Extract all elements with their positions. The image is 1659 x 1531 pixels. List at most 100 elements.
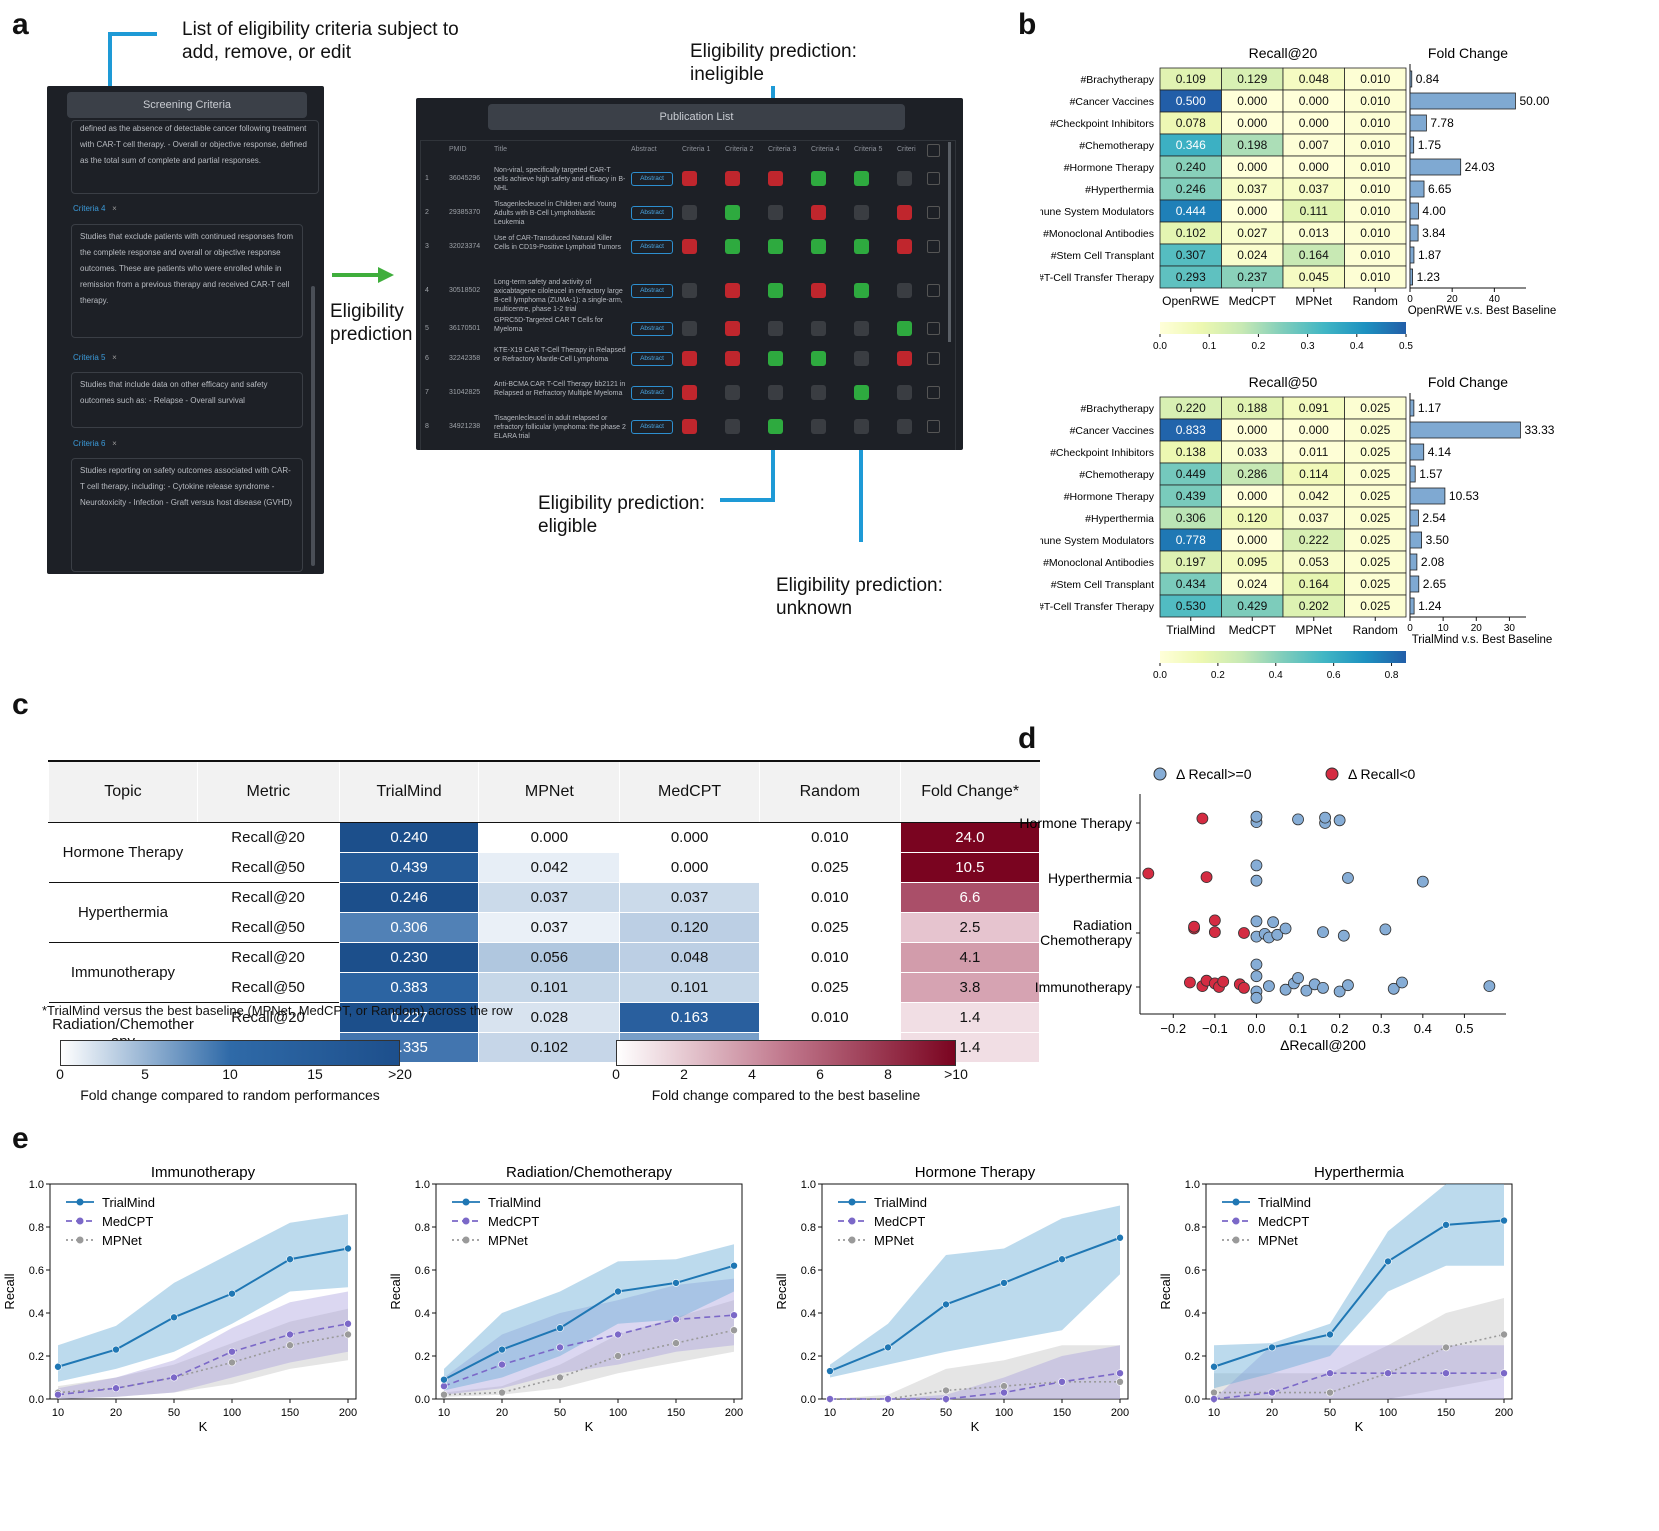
ytick-label: 0.0 <box>29 1394 44 1406</box>
ineligible-status[interactable] <box>682 385 697 400</box>
heatmap-cell-value: 0.095 <box>1237 555 1267 569</box>
publication-scrollbar[interactable] <box>948 142 951 342</box>
ineligible-status[interactable] <box>725 351 740 366</box>
ineligible-status[interactable] <box>725 171 740 186</box>
table-value: 0.246 <box>338 882 480 913</box>
unknown-status[interactable] <box>811 385 826 400</box>
abstract-button[interactable]: Abstract <box>631 352 673 366</box>
eligible-status[interactable] <box>725 239 740 254</box>
heatmap-cell-value: 0.010 <box>1360 94 1390 108</box>
row-checkbox[interactable] <box>927 322 940 335</box>
abstract-button[interactable]: Abstract <box>631 284 673 298</box>
unknown-status[interactable] <box>682 283 697 298</box>
criteria-4-textbox[interactable]: Studies that exclude patients with conti… <box>71 224 303 338</box>
colorbar-tick-label: 0.0 <box>1153 670 1167 681</box>
screening-scrollbar[interactable] <box>311 286 315 566</box>
unknown-status[interactable] <box>682 321 697 336</box>
ytick-label: 0.4 <box>801 1308 816 1320</box>
unknown-status[interactable] <box>811 321 826 336</box>
row-checkbox[interactable] <box>927 206 940 219</box>
series-point-trialmind <box>498 1345 506 1354</box>
criteria-6-textbox[interactable]: Studies reporting on safety outcomes ass… <box>71 458 303 572</box>
unknown-status[interactable] <box>854 321 869 336</box>
eligible-status[interactable] <box>768 419 783 434</box>
fold-change-bar <box>1409 158 1462 176</box>
unknown-status[interactable] <box>725 419 740 434</box>
abstract-button[interactable]: Abstract <box>631 386 673 400</box>
eligible-status[interactable] <box>725 205 740 220</box>
ci-band-medcpt <box>444 1278 734 1395</box>
eligible-status[interactable] <box>854 239 869 254</box>
criteria-4-close-icon[interactable]: × <box>112 204 117 213</box>
eligible-status[interactable] <box>854 171 869 186</box>
series-point-mpnet <box>556 1373 564 1382</box>
criteria-3-textbox[interactable]: defined as the absence of detectable can… <box>71 120 319 194</box>
unknown-status[interactable] <box>897 283 912 298</box>
ineligible-status[interactable] <box>897 205 912 220</box>
ineligible-status[interactable] <box>725 283 740 298</box>
colorbar-tick-label: 6 <box>816 1066 824 1082</box>
fold-change-bar <box>1409 597 1415 615</box>
unknown-status[interactable] <box>768 385 783 400</box>
eligible-status[interactable] <box>768 351 783 366</box>
ineligible-status[interactable] <box>682 419 697 434</box>
fold-change-bar <box>1409 443 1425 461</box>
row-checkbox[interactable] <box>927 352 940 365</box>
fold-change-bar <box>1409 399 1415 417</box>
table-value: 0.230 <box>338 942 480 973</box>
abstract-button[interactable]: Abstract <box>631 240 673 254</box>
point-positive <box>1250 991 1263 1004</box>
unknown-status[interactable] <box>682 205 697 220</box>
abstract-button[interactable]: Abstract <box>631 420 673 434</box>
eligible-status[interactable] <box>811 351 826 366</box>
criteria-6-close-icon[interactable]: × <box>112 439 117 448</box>
eligible-status[interactable] <box>897 321 912 336</box>
criteria-5-close-icon[interactable]: × <box>112 353 117 362</box>
heatmap-cell-value: 0.439 <box>1176 489 1206 503</box>
eligible-status[interactable] <box>811 171 826 186</box>
heatmap-cell-value: 0.010 <box>1360 72 1390 86</box>
criteria-5-textbox[interactable]: Studies that include data on other effic… <box>71 372 303 428</box>
row-checkbox[interactable] <box>927 240 940 253</box>
abstract-button[interactable]: Abstract <box>631 322 673 336</box>
ineligible-status[interactable] <box>811 205 826 220</box>
ineligible-status[interactable] <box>682 239 697 254</box>
ineligible-status[interactable] <box>682 351 697 366</box>
heatmap-cell-value: 0.037 <box>1237 182 1267 196</box>
heatmap-cell-value: 0.000 <box>1299 423 1329 437</box>
xtick-label: 10 <box>824 1407 836 1419</box>
unknown-status[interactable] <box>854 419 869 434</box>
eligible-status[interactable] <box>854 283 869 298</box>
row-checkbox[interactable] <box>927 386 940 399</box>
row-checkbox[interactable] <box>927 420 940 433</box>
legend-label: MedCPT <box>488 1214 539 1229</box>
row-checkbox[interactable] <box>927 172 940 185</box>
unknown-status[interactable] <box>897 419 912 434</box>
ineligible-status[interactable] <box>682 171 697 186</box>
unknown-status[interactable] <box>897 385 912 400</box>
unknown-status[interactable] <box>854 351 869 366</box>
publication-title-button[interactable]: Publication List <box>488 104 905 130</box>
eligible-status[interactable] <box>768 283 783 298</box>
ineligible-status[interactable] <box>725 321 740 336</box>
unknown-status[interactable] <box>811 419 826 434</box>
ineligible-status[interactable] <box>768 171 783 186</box>
eligible-status[interactable] <box>811 239 826 254</box>
unknown-status[interactable] <box>725 385 740 400</box>
unknown-status[interactable] <box>768 321 783 336</box>
abstract-button[interactable]: Abstract <box>631 172 673 186</box>
unknown-status[interactable] <box>854 205 869 220</box>
abstract-button[interactable]: Abstract <box>631 206 673 220</box>
pub-row-title: Tisagenlecleucel in Children and Young A… <box>494 201 617 226</box>
eligible-status[interactable] <box>854 385 869 400</box>
unknown-status[interactable] <box>768 205 783 220</box>
ineligible-status[interactable] <box>897 239 912 254</box>
unknown-status[interactable] <box>897 171 912 186</box>
row-checkbox[interactable] <box>927 284 940 297</box>
ineligible-status[interactable] <box>811 283 826 298</box>
panel-label-e: e <box>12 1122 29 1155</box>
screening-title-button[interactable]: Screening Criteria <box>67 92 307 118</box>
select-all-checkbox[interactable] <box>927 144 940 157</box>
ineligible-status[interactable] <box>897 351 912 366</box>
eligible-status[interactable] <box>768 239 783 254</box>
